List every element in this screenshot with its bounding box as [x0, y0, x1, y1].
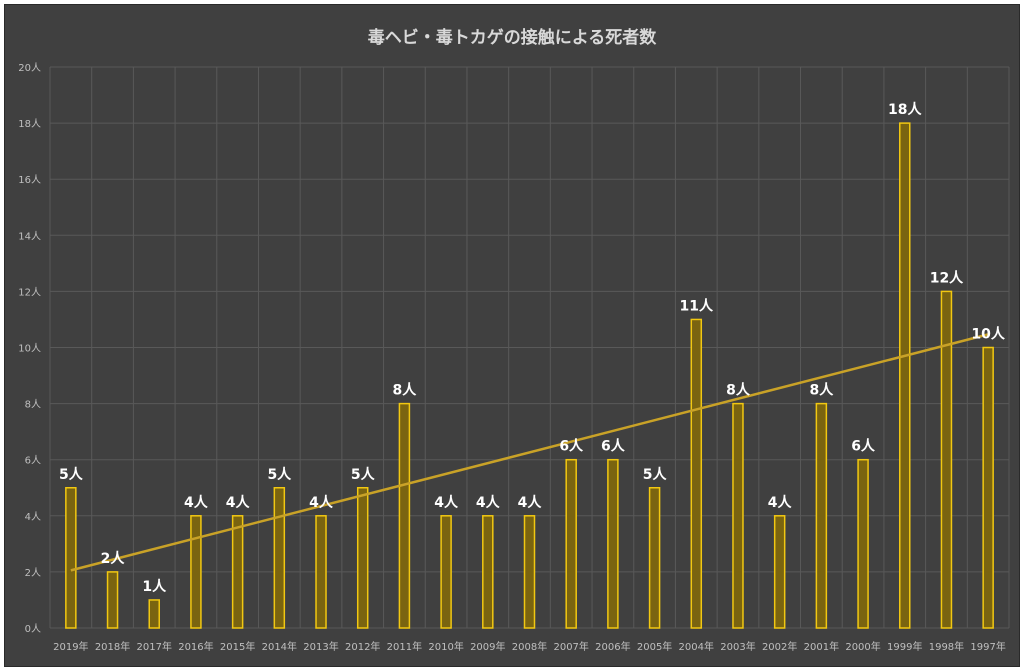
data-labels: 5人 2人 1人 4人 4人 5人 4人 5人 8人 4人 4人 4人 6人 6人 5人 11人 8人 4人 8人 6… — [59, 101, 1006, 595]
data-label: 4人 — [434, 494, 459, 511]
x-tick-label: 2017年 — [137, 640, 172, 653]
data-label: 6人 — [601, 438, 626, 455]
y-tick-label: 2人 — [25, 567, 41, 579]
bar — [982, 346, 994, 629]
x-tick-label: 2015年 — [220, 640, 255, 653]
bar — [940, 290, 953, 629]
data-label: 6人 — [851, 438, 876, 455]
bar — [356, 487, 369, 629]
y-tick-label: 16人 — [18, 174, 41, 186]
bar — [732, 402, 744, 629]
bar — [565, 458, 577, 629]
x-tick-label: 2006年 — [595, 640, 630, 653]
bar — [315, 515, 327, 629]
x-tick-label: 1997年 — [970, 640, 1005, 653]
data-label: 5人 — [59, 466, 84, 483]
data-label: 18人 — [888, 101, 922, 118]
x-tick-label: 2008年 — [512, 640, 547, 653]
x-tick-label: 2016年 — [178, 640, 213, 653]
x-tick-label: 2014年 — [262, 640, 297, 653]
bars — [65, 122, 994, 629]
data-label: 4人 — [518, 494, 543, 511]
y-tick-label: 12人 — [18, 286, 41, 298]
y-axis-ticks: 0人 2人 4人 6人 8人 10人 12人 14人 16人 18人 20人 — [18, 62, 41, 635]
bar — [398, 402, 411, 629]
data-label: 8人 — [393, 382, 418, 399]
bar — [231, 515, 244, 629]
bar — [648, 487, 661, 629]
data-label: 10人 — [971, 326, 1005, 343]
x-axis-ticks: 2019年 2018年 2017年 2016年 2015年 2014年 2013年 2012年… — [53, 640, 1006, 653]
bar — [815, 402, 828, 629]
bar — [190, 515, 202, 629]
y-tick-label: 6人 — [25, 455, 41, 467]
bar — [690, 318, 703, 629]
y-tick-label: 20人 — [18, 62, 41, 74]
data-label: 8人 — [726, 382, 751, 399]
data-label: 2人 — [101, 550, 126, 567]
data-label: 8人 — [809, 382, 834, 399]
x-tick-label: 2013年 — [303, 640, 338, 653]
y-tick-label: 14人 — [18, 230, 41, 242]
x-tick-label: 2012年 — [345, 640, 380, 653]
x-tick-label: 2000年 — [845, 640, 880, 653]
data-label: 5人 — [267, 466, 292, 483]
data-label: 5人 — [643, 466, 668, 483]
data-label: 4人 — [309, 494, 334, 511]
data-label: 11人 — [680, 297, 714, 314]
x-tick-label: 2018年 — [95, 640, 130, 653]
x-tick-label: 2003年 — [720, 640, 755, 653]
trendline-layer — [70, 333, 989, 572]
bar — [523, 515, 536, 629]
data-label: 4人 — [476, 494, 501, 511]
trendline — [70, 333, 989, 572]
grid-lines — [49, 66, 1010, 629]
x-tick-label: 2005年 — [637, 640, 672, 653]
x-tick-label: 2010年 — [428, 640, 463, 653]
y-tick-label: 0人 — [25, 623, 41, 635]
data-label: 5人 — [351, 466, 376, 483]
x-tick-label: 1999年 — [887, 640, 922, 653]
x-tick-label: 2007年 — [553, 640, 588, 653]
bar — [482, 515, 494, 629]
x-tick-label: 2001年 — [804, 640, 839, 653]
y-tick-label: 4人 — [25, 511, 41, 523]
bar — [273, 487, 286, 629]
x-tick-label: 1998年 — [929, 640, 964, 653]
x-tick-label: 2002年 — [762, 640, 797, 653]
data-label: 6人 — [559, 438, 584, 455]
bar — [773, 515, 786, 629]
bar — [607, 458, 619, 629]
bar — [440, 515, 452, 629]
data-label: 1人 — [142, 578, 167, 595]
x-tick-label: 2019年 — [53, 640, 88, 653]
bar — [148, 599, 160, 629]
x-tick-label: 2004年 — [679, 640, 714, 653]
bar — [65, 487, 77, 629]
y-tick-label: 8人 — [25, 399, 41, 411]
data-label: 12人 — [930, 269, 964, 286]
data-label: 4人 — [184, 494, 209, 511]
data-label: 4人 — [226, 494, 251, 511]
x-tick-label: 2009年 — [470, 640, 505, 653]
chart-title: 毒ヘビ・毒トカゲの接触による死者数 — [367, 28, 657, 48]
chart-frame: 毒ヘビ・毒トカゲの接触による死者数 0人 2人 4人 6人 8人 10人 12人 14人 16人… — [4, 4, 1020, 667]
y-tick-label: 18人 — [18, 118, 41, 130]
y-tick-label: 10人 — [18, 343, 41, 355]
bar — [857, 458, 869, 629]
data-label: 4人 — [768, 494, 793, 511]
bar — [106, 571, 119, 629]
x-tick-label: 2011年 — [387, 640, 422, 653]
bar — [899, 122, 911, 629]
